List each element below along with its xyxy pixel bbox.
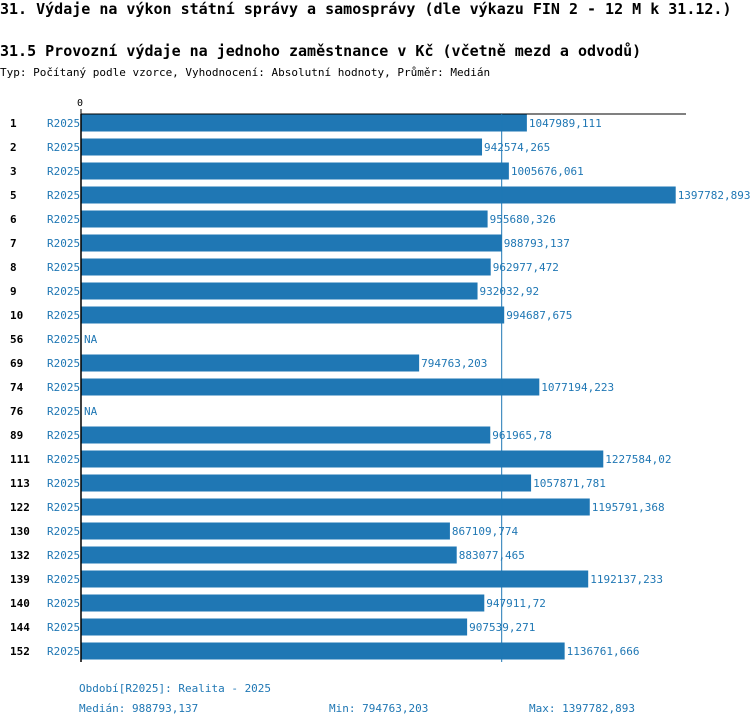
series-label: R2025 bbox=[47, 237, 80, 250]
data-label: 932032,92 bbox=[480, 285, 540, 298]
category-label: 122 bbox=[10, 501, 30, 514]
series-label: R2025 bbox=[47, 645, 80, 658]
bar bbox=[81, 594, 485, 612]
bar bbox=[81, 114, 527, 132]
category-label: 113 bbox=[10, 477, 30, 490]
bar bbox=[81, 426, 491, 444]
data-label: 961965,78 bbox=[492, 429, 552, 442]
category-label: 111 bbox=[10, 453, 30, 466]
series-label: R2025 bbox=[47, 525, 80, 538]
series-label: R2025 bbox=[47, 309, 80, 322]
bar bbox=[81, 378, 540, 396]
footer-max: Max: 1397782,893 bbox=[529, 702, 635, 715]
data-label: 907539,271 bbox=[469, 621, 535, 634]
footer-min: Min: 794763,203 bbox=[329, 702, 429, 715]
category-label: 5 bbox=[10, 189, 17, 202]
data-label: 955680,326 bbox=[490, 213, 556, 226]
bar bbox=[81, 210, 488, 228]
bar bbox=[81, 498, 590, 516]
category-label: 10 bbox=[10, 309, 23, 322]
category-label: 3 bbox=[10, 165, 17, 178]
footer-period: Období[R2025]: Realita - 2025 bbox=[79, 682, 272, 695]
bar bbox=[81, 282, 478, 300]
bar bbox=[81, 474, 532, 492]
data-label: 794763,203 bbox=[421, 357, 487, 370]
bar bbox=[81, 258, 491, 276]
category-label: 89 bbox=[10, 429, 23, 442]
x-axis-zero-label: 0 bbox=[77, 98, 83, 109]
category-label: 76 bbox=[10, 405, 24, 418]
data-label: 994687,675 bbox=[506, 309, 572, 322]
data-label: 1057871,781 bbox=[533, 477, 606, 490]
data-label: 988793,137 bbox=[504, 237, 570, 250]
category-label: 152 bbox=[10, 645, 30, 658]
series-label: R2025 bbox=[47, 477, 80, 490]
series-label: R2025 bbox=[47, 165, 80, 178]
series-label: R2025 bbox=[47, 141, 80, 154]
category-label: 140 bbox=[10, 597, 30, 610]
bar bbox=[81, 306, 505, 324]
bar bbox=[81, 186, 676, 204]
series-label: R2025 bbox=[47, 357, 80, 370]
data-label: 1005676,061 bbox=[511, 165, 584, 178]
category-label: 8 bbox=[10, 261, 17, 274]
series-label: R2025 bbox=[47, 429, 80, 442]
series-label: R2025 bbox=[47, 573, 80, 586]
category-label: 69 bbox=[10, 357, 23, 370]
series-label: R2025 bbox=[47, 549, 80, 562]
bar bbox=[81, 522, 450, 540]
series-label: R2025 bbox=[47, 333, 80, 346]
bar bbox=[81, 618, 468, 636]
series-label: R2025 bbox=[47, 501, 80, 514]
footer-median: Medián: 988793,137 bbox=[79, 702, 199, 715]
data-label: 867109,774 bbox=[452, 525, 519, 538]
series-label: R2025 bbox=[47, 285, 80, 298]
category-label: 130 bbox=[10, 525, 30, 538]
bar bbox=[81, 642, 565, 660]
bar bbox=[81, 234, 502, 252]
category-label: 7 bbox=[10, 237, 17, 250]
data-label: 1136761,666 bbox=[567, 645, 640, 658]
data-label: 942574,265 bbox=[484, 141, 550, 154]
data-label: 1077194,223 bbox=[541, 381, 614, 394]
series-label: R2025 bbox=[47, 381, 80, 394]
series-label: R2025 bbox=[47, 117, 80, 130]
category-label: 1 bbox=[10, 117, 17, 130]
category-label: 74 bbox=[10, 381, 24, 394]
data-label: NA bbox=[84, 405, 98, 418]
data-label: 1192137,233 bbox=[590, 573, 663, 586]
data-label: 1047989,111 bbox=[529, 117, 602, 130]
series-label: R2025 bbox=[47, 621, 80, 634]
series-label: R2025 bbox=[47, 597, 80, 610]
category-label: 6 bbox=[10, 213, 17, 226]
series-label: R2025 bbox=[47, 213, 80, 226]
data-label: 883077,465 bbox=[459, 549, 525, 562]
category-label: 144 bbox=[10, 621, 30, 634]
series-label: R2025 bbox=[47, 261, 80, 274]
series-label: R2025 bbox=[47, 453, 80, 466]
data-label: 1397782,893 bbox=[678, 189, 750, 202]
category-label: 2 bbox=[10, 141, 17, 154]
bar bbox=[81, 570, 589, 588]
series-label: R2025 bbox=[47, 405, 80, 418]
chart-title: 31.5 Provozní výdaje na jednoho zaměstna… bbox=[0, 42, 642, 60]
data-label: NA bbox=[84, 333, 98, 346]
category-label: 56 bbox=[10, 333, 24, 346]
bar bbox=[81, 162, 509, 180]
category-label: 132 bbox=[10, 549, 30, 562]
chart-meta: Typ: Počítaný podle vzorce, Vyhodnocení:… bbox=[0, 66, 491, 79]
data-label: 1227584,02 bbox=[605, 453, 671, 466]
category-label: 139 bbox=[10, 573, 30, 586]
category-label: 9 bbox=[10, 285, 17, 298]
bar bbox=[81, 354, 420, 372]
bar bbox=[81, 546, 457, 564]
data-label: 962977,472 bbox=[493, 261, 559, 274]
series-label: R2025 bbox=[47, 189, 80, 202]
bar bbox=[81, 138, 483, 156]
page-title: 31. Výdaje na výkon státní správy a samo… bbox=[0, 0, 732, 18]
bar bbox=[81, 450, 604, 468]
data-label: 947911,72 bbox=[486, 597, 546, 610]
data-label: 1195791,368 bbox=[592, 501, 665, 514]
